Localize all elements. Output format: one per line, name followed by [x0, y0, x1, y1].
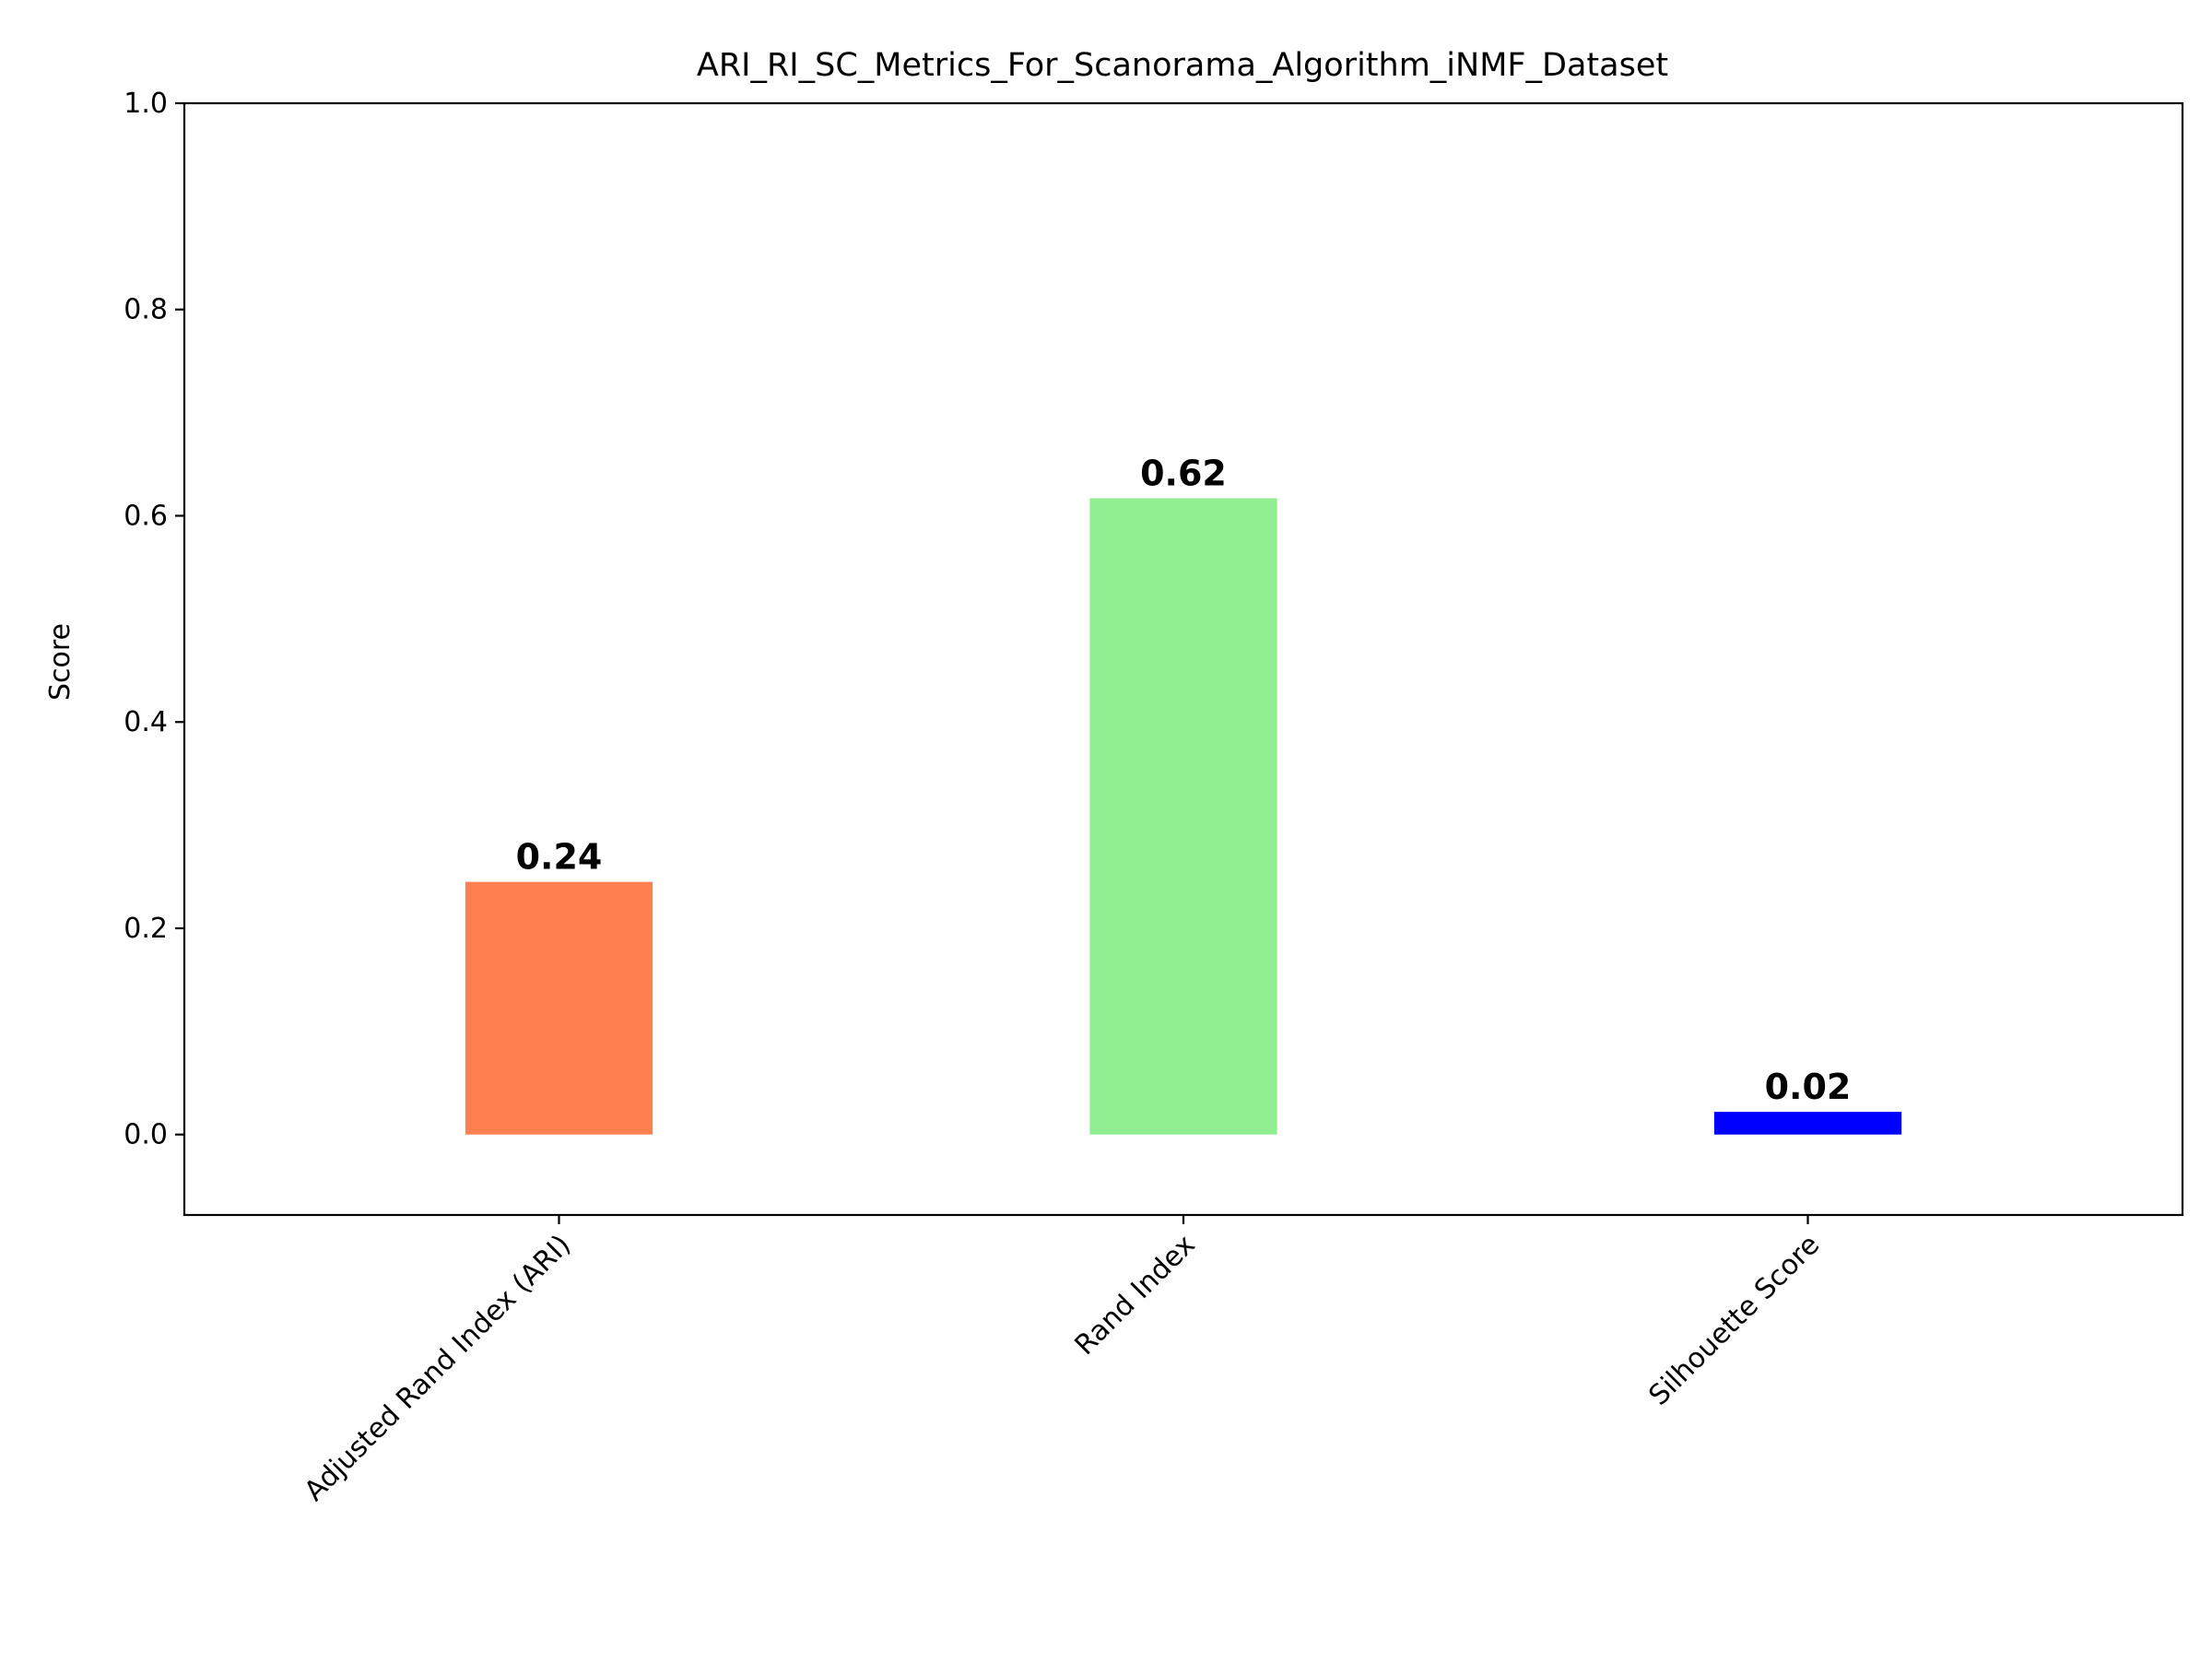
bar — [1089, 498, 1277, 1135]
x-tick-label: Adjusted Rand Index (ARI) — [299, 1229, 577, 1507]
y-tick-label: 1.0 — [124, 88, 168, 120]
bar-value-label: 0.62 — [1140, 453, 1227, 493]
y-axis-label: Score — [44, 623, 76, 701]
chart-title: ARI_RI_SC_Metrics_For_Scanorama_Algorith… — [697, 47, 1668, 84]
bar-value-label: 0.24 — [516, 837, 603, 878]
y-tick-label: 0.2 — [124, 913, 168, 945]
y-tick-label: 0.8 — [124, 294, 168, 326]
bar-value-label: 0.02 — [1765, 1067, 1852, 1107]
y-tick-label: 0.0 — [124, 1119, 168, 1151]
bar — [1713, 1112, 1902, 1135]
plot-area: 0.24 0.62 0.02 0.0 0.2 0.4 0.6 0.8 1.0 Adjusted R… — [124, 88, 2184, 1507]
y-tick-label: 0.4 — [124, 706, 168, 738]
bar — [465, 881, 653, 1135]
x-tick-label: Silhouette Score — [1642, 1229, 1826, 1412]
y-tick-label: 0.6 — [124, 500, 168, 532]
x-tick-label: Rand Index — [1069, 1229, 1202, 1362]
